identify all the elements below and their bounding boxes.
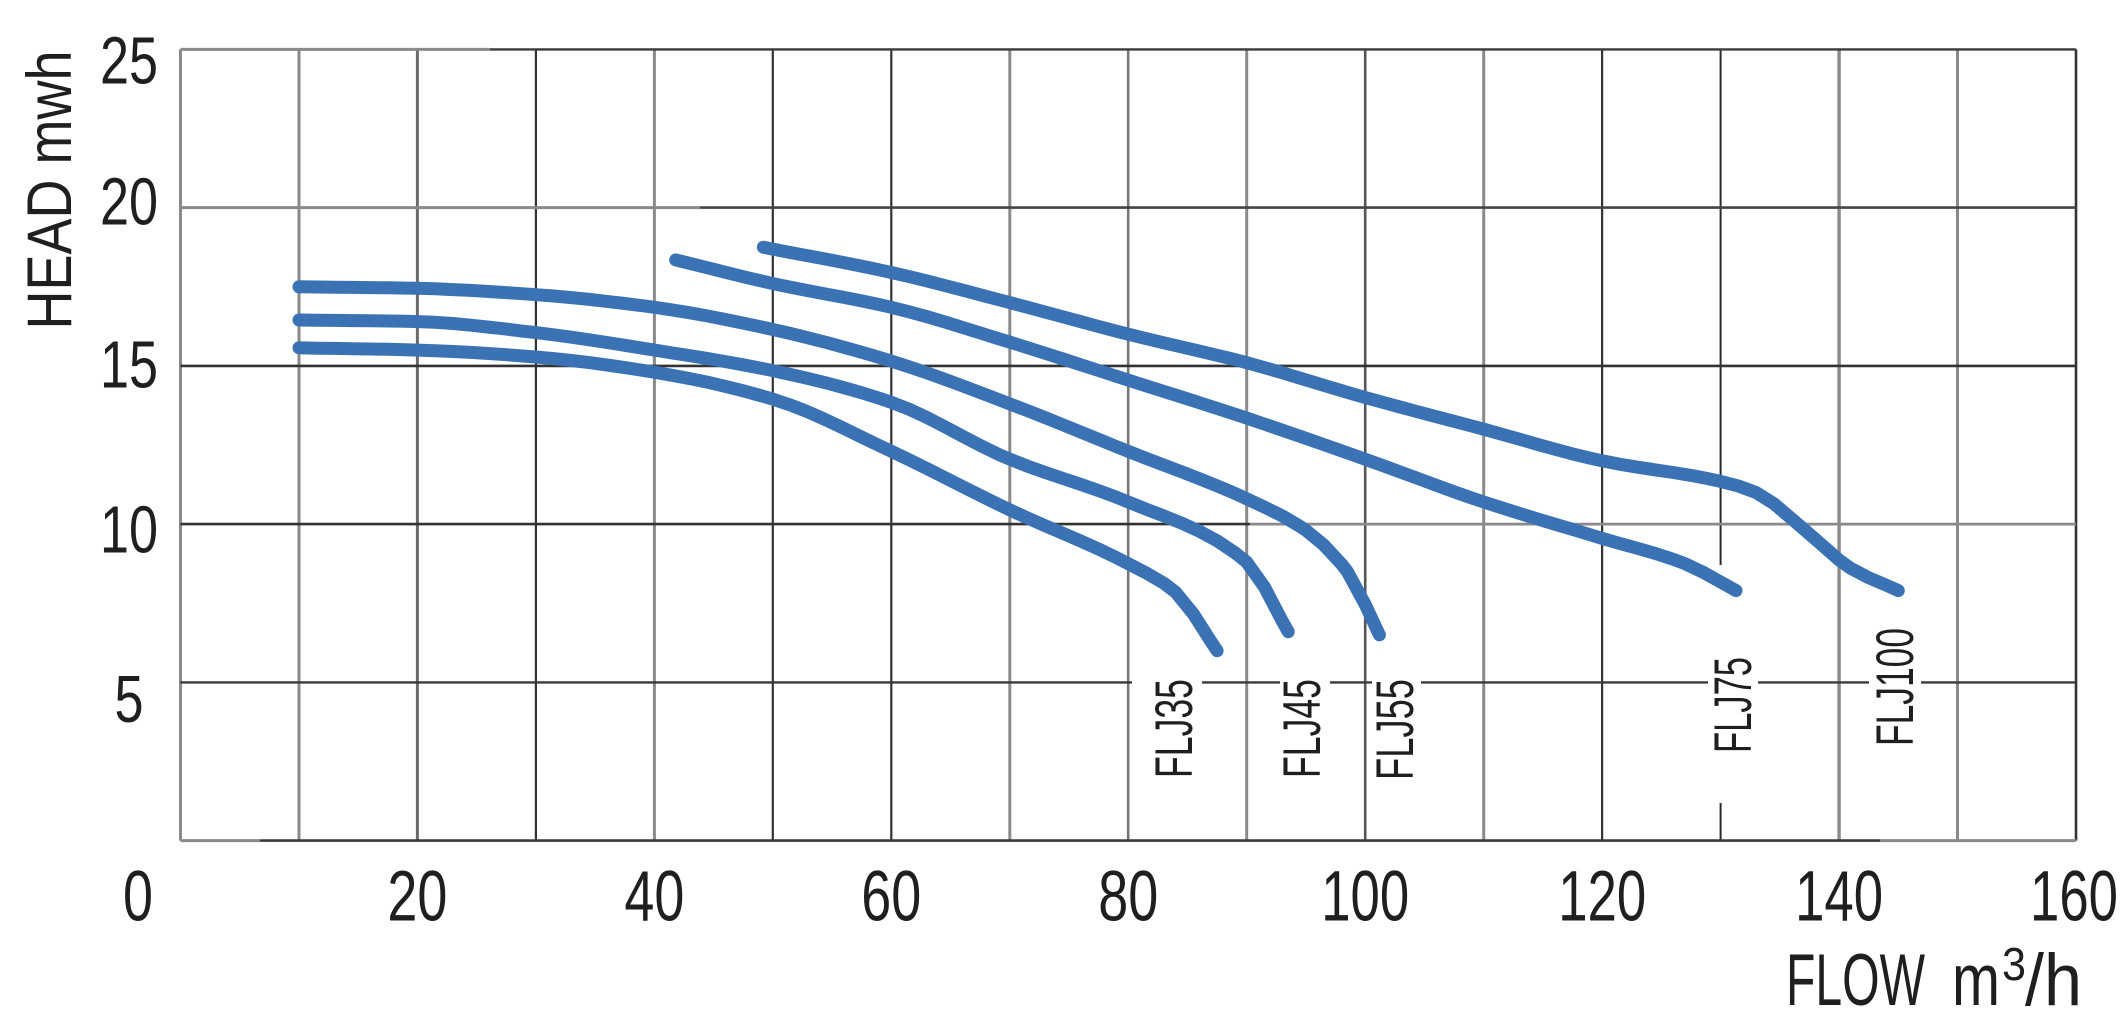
- svg-text:HEAD mwh: HEAD mwh: [15, 51, 85, 330]
- svg-text:120: 120: [1558, 858, 1646, 937]
- svg-text:15: 15: [100, 328, 158, 403]
- svg-text:0: 0: [123, 858, 153, 937]
- svg-text:FLJ100: FLJ100: [1866, 628, 1925, 746]
- svg-text:FLJ55: FLJ55: [1366, 679, 1425, 780]
- svg-text:140: 140: [1795, 858, 1883, 937]
- svg-text:10: 10: [100, 493, 158, 568]
- svg-text:40: 40: [624, 858, 684, 937]
- svg-text:5: 5: [115, 662, 144, 737]
- svg-text:FLJ35: FLJ35: [1145, 679, 1204, 778]
- svg-text:160: 160: [2030, 858, 2118, 937]
- svg-text:FLJ45: FLJ45: [1273, 679, 1332, 778]
- svg-text:FLJ75: FLJ75: [1704, 657, 1763, 753]
- svg-text:60: 60: [861, 858, 921, 937]
- svg-text:20: 20: [387, 858, 447, 937]
- svg-text:20: 20: [100, 165, 158, 240]
- svg-text:3: 3: [2002, 938, 2026, 990]
- svg-text:m: m: [1952, 940, 2000, 1012]
- svg-text:100: 100: [1321, 858, 1409, 937]
- svg-text:25: 25: [100, 24, 158, 99]
- svg-text:80: 80: [1098, 858, 1158, 937]
- svg-text:/h: /h: [2025, 940, 2082, 1012]
- svg-text:FLOW: FLOW: [1786, 940, 1925, 1012]
